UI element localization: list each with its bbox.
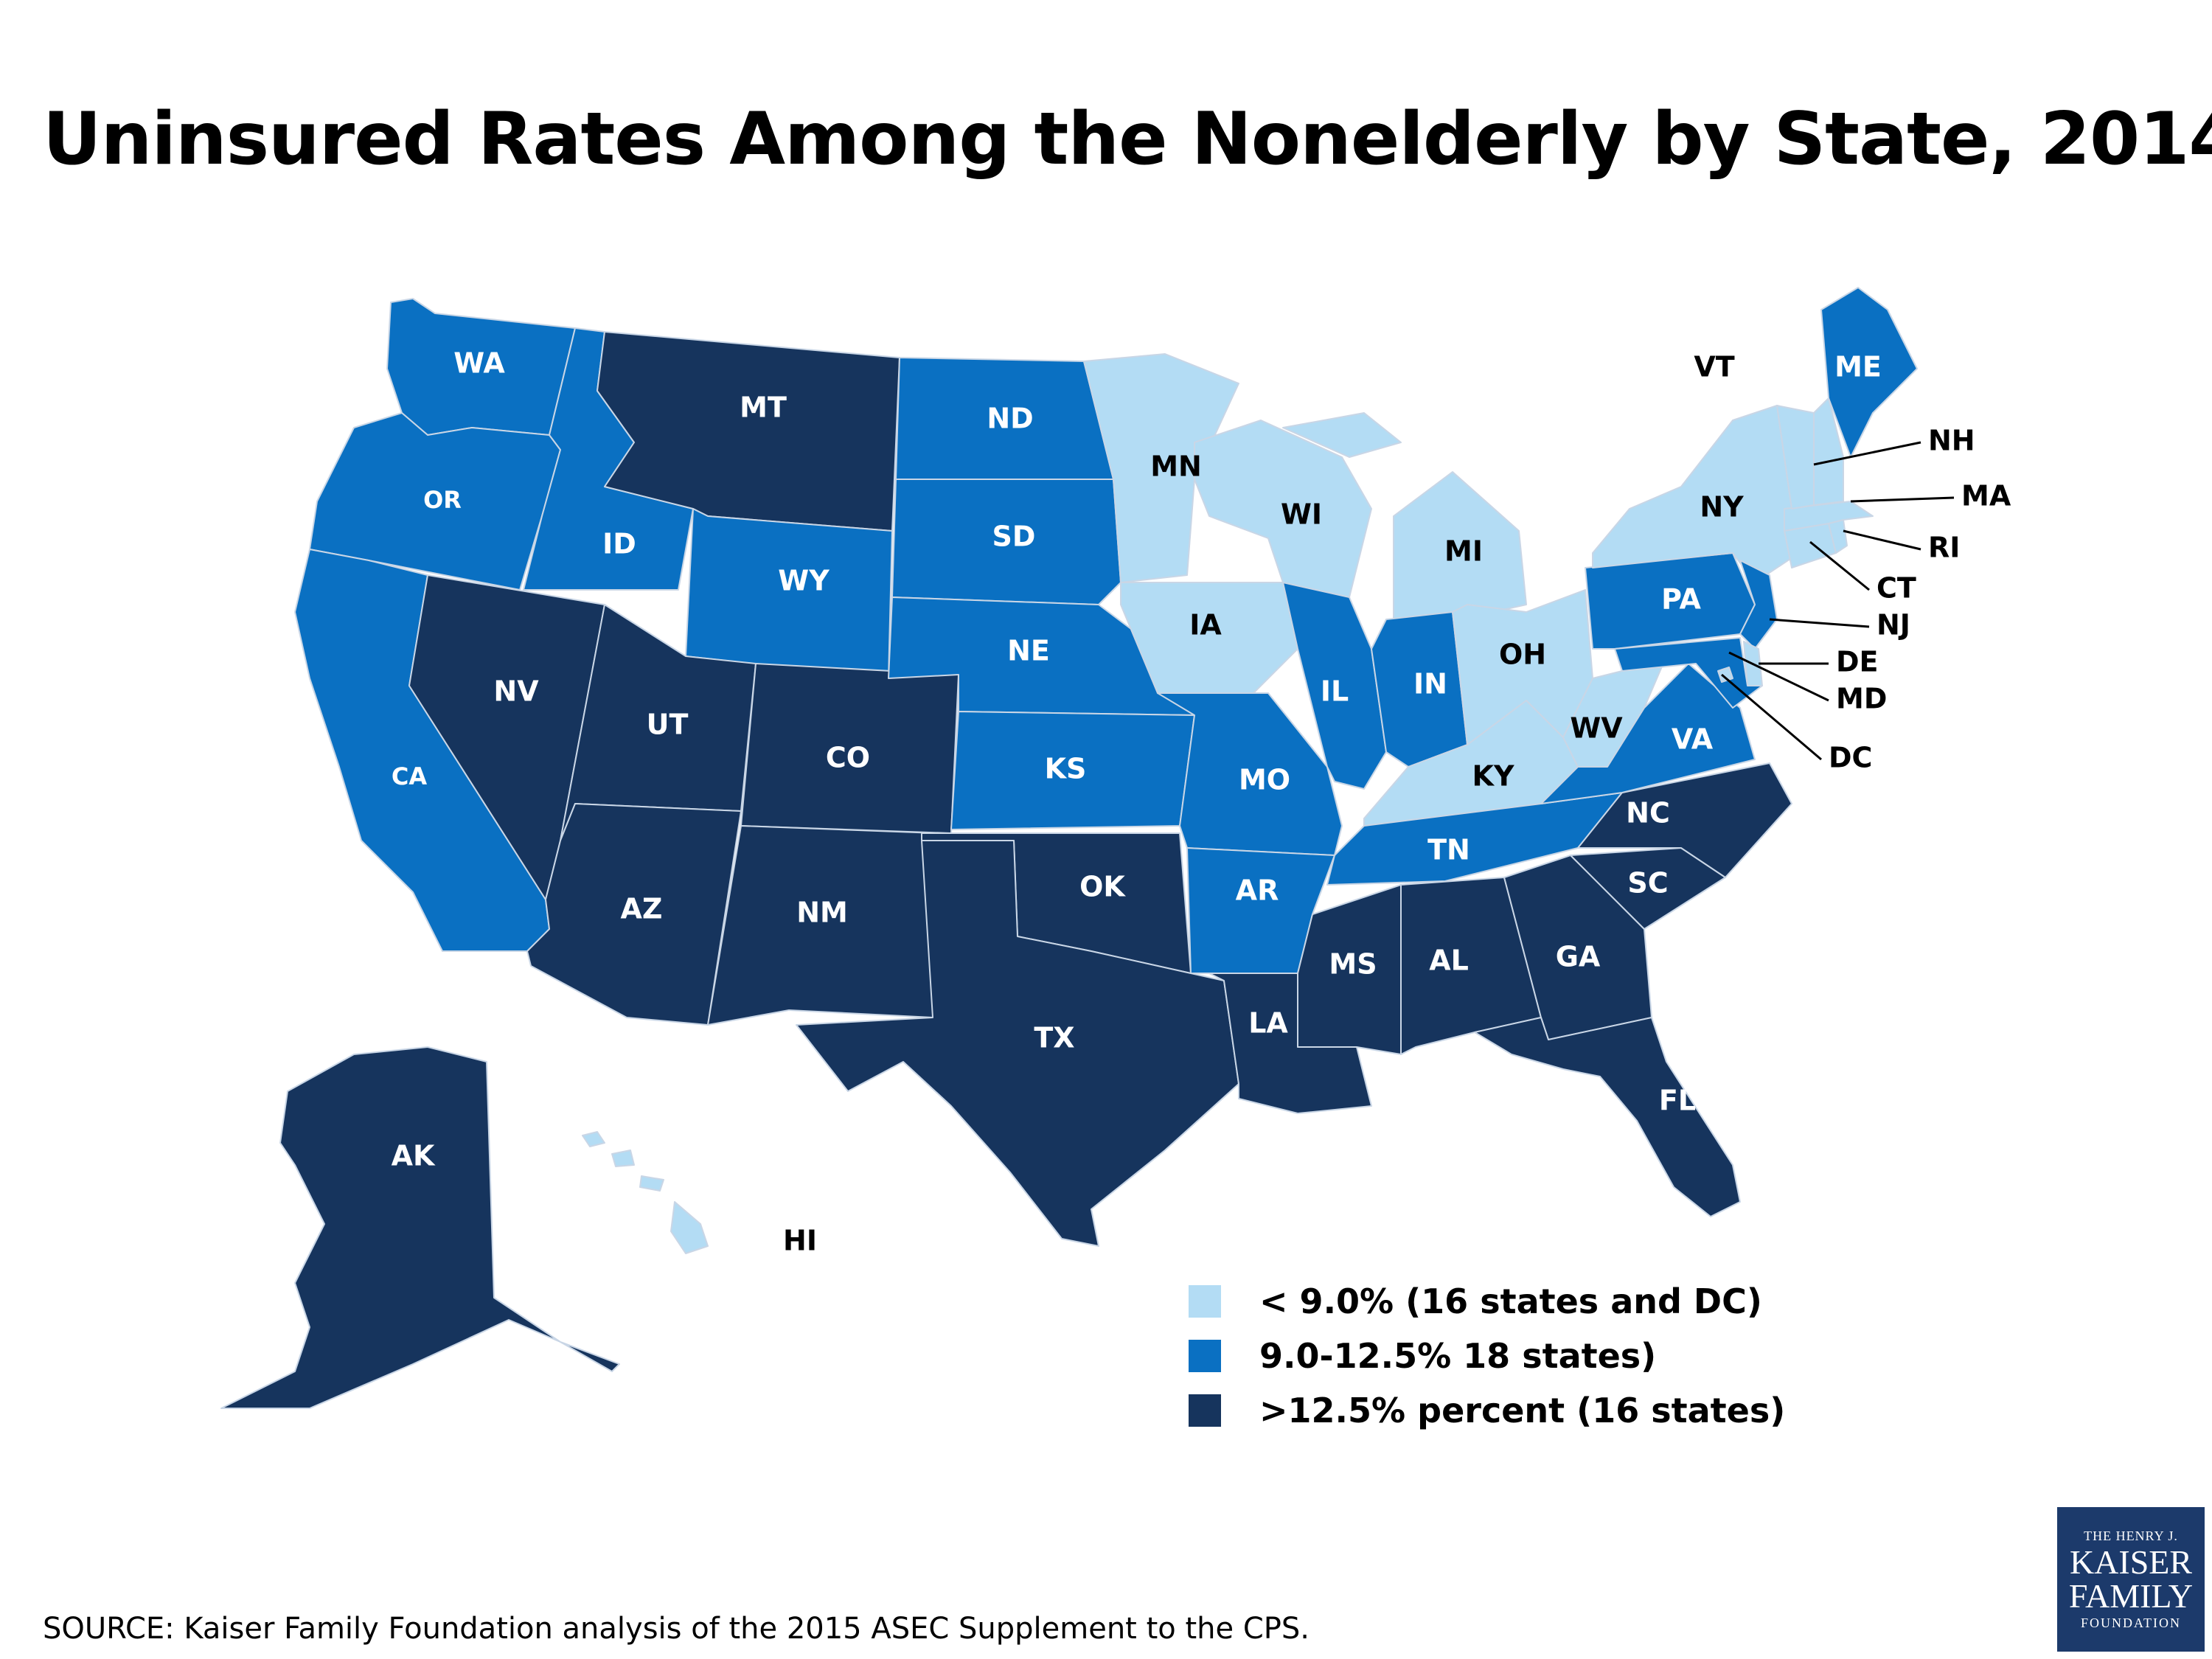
state-label-ok: OK bbox=[1079, 871, 1126, 903]
state-label-nm: NM bbox=[796, 897, 848, 929]
state-label-wa: WA bbox=[453, 347, 505, 380]
state-label-hi: HI bbox=[783, 1225, 817, 1257]
state-labels: WA OR CA ID NV MT WY UT AZ CO NM ND SD NE KS OK TX MN IA MO… bbox=[392, 347, 2011, 1257]
state-label-nv: NV bbox=[493, 675, 539, 708]
legend-item-high: >12.5% percent (16 states) bbox=[1189, 1383, 1785, 1438]
state-label-wi: WI bbox=[1281, 498, 1322, 531]
state-hi bbox=[582, 1131, 709, 1254]
state-nm bbox=[707, 825, 937, 1026]
state-dc bbox=[1717, 667, 1733, 683]
state-label-ks: KS bbox=[1045, 753, 1087, 785]
state-sd bbox=[891, 479, 1121, 605]
state-vt bbox=[1776, 405, 1815, 509]
state-label-ca: CA bbox=[392, 762, 427, 790]
state-label-la: LA bbox=[1248, 1007, 1288, 1040]
legend-swatch-high bbox=[1189, 1394, 1221, 1427]
leader-line-md bbox=[1728, 651, 1829, 702]
state-label-ar: AR bbox=[1236, 874, 1279, 907]
logo-line-1: THE HENRY J. bbox=[2084, 1528, 2178, 1543]
state-label-ct: CT bbox=[1877, 572, 1916, 605]
logo-line-4: FOUNDATION bbox=[2081, 1615, 2181, 1630]
legend-item-mid: 9.0-12.5% 18 states) bbox=[1189, 1329, 1785, 1383]
state-ny bbox=[1592, 405, 1800, 583]
state-label-nd: ND bbox=[987, 403, 1033, 435]
state-label-il: IL bbox=[1321, 675, 1349, 708]
callout-leader-lines bbox=[1721, 441, 1955, 761]
legend-label-mid: 9.0-12.5% 18 states) bbox=[1259, 1336, 1657, 1376]
legend-item-low: < 9.0% (16 states and DC) bbox=[1189, 1274, 1785, 1329]
state-label-fl: FL bbox=[1659, 1085, 1696, 1117]
state-label-oh: OH bbox=[1499, 639, 1546, 671]
state-mn bbox=[1083, 353, 1239, 583]
leader-line-nh bbox=[1813, 441, 1921, 466]
state-label-mt: MT bbox=[740, 392, 787, 424]
leader-line-ma bbox=[1850, 496, 1955, 503]
state-label-az: AZ bbox=[621, 893, 663, 925]
page-title: Uninsured Rates Among the Nonelderly by … bbox=[43, 97, 2212, 181]
state-label-de: DE bbox=[1836, 646, 1879, 678]
state-ak bbox=[220, 1046, 620, 1409]
state-label-nc: NC bbox=[1626, 797, 1670, 830]
state-shapes bbox=[220, 287, 1918, 1409]
state-label-wv: WV bbox=[1570, 712, 1623, 745]
kff-logo[interactable]: THE HENRY J. KAISER FAMILY FOUNDATION bbox=[2057, 1507, 2205, 1652]
state-label-ms: MS bbox=[1329, 948, 1377, 981]
state-label-ky: KY bbox=[1472, 760, 1514, 793]
state-label-pa: PA bbox=[1661, 583, 1701, 616]
state-label-ia: IA bbox=[1189, 609, 1222, 641]
state-label-nj: NJ bbox=[1877, 609, 1910, 641]
state-label-mo: MO bbox=[1239, 764, 1290, 796]
legend: < 9.0% (16 states and DC) 9.0-12.5% 18 s… bbox=[1189, 1274, 1785, 1438]
state-label-sd: SD bbox=[992, 521, 1036, 553]
leader-line-ct bbox=[1809, 540, 1870, 591]
state-label-ny: NY bbox=[1700, 491, 1744, 524]
state-label-ne: NE bbox=[1007, 635, 1050, 667]
state-label-co: CO bbox=[826, 742, 870, 774]
source-note: SOURCE: Kaiser Family Foundation analysi… bbox=[43, 1612, 1310, 1646]
state-label-sc: SC bbox=[1627, 867, 1668, 900]
state-label-dc: DC bbox=[1829, 742, 1872, 774]
state-label-ri: RI bbox=[1928, 532, 1960, 564]
state-label-ma: MA bbox=[1961, 480, 2011, 512]
state-or bbox=[309, 412, 561, 591]
state-label-vt: VT bbox=[1694, 351, 1734, 383]
state-me bbox=[1820, 287, 1918, 458]
state-label-tn: TN bbox=[1427, 834, 1470, 866]
state-label-me: ME bbox=[1834, 351, 1882, 383]
state-label-or: OR bbox=[423, 486, 462, 514]
leader-line-ri bbox=[1843, 529, 1921, 551]
legend-swatch-mid bbox=[1189, 1340, 1221, 1372]
state-label-mn: MN bbox=[1150, 451, 1202, 483]
state-az bbox=[526, 803, 742, 1026]
state-label-ak: AK bbox=[392, 1140, 436, 1172]
state-label-wy: WY bbox=[778, 565, 830, 597]
state-label-va: VA bbox=[1672, 723, 1714, 756]
state-tx bbox=[796, 840, 1239, 1247]
state-label-md: MD bbox=[1836, 683, 1887, 715]
leader-line-nj bbox=[1769, 618, 1870, 628]
state-label-in: IN bbox=[1413, 668, 1447, 700]
legend-swatch-low bbox=[1189, 1285, 1221, 1318]
legend-label-high: >12.5% percent (16 states) bbox=[1259, 1391, 1786, 1430]
state-label-ut: UT bbox=[647, 709, 689, 741]
logo-line-2: KAISER bbox=[2069, 1543, 2193, 1581]
legend-label-low: < 9.0% (16 states and DC) bbox=[1259, 1281, 1762, 1321]
state-label-al: AL bbox=[1429, 945, 1469, 977]
state-fl bbox=[1474, 1017, 1741, 1217]
leader-line-dc bbox=[1721, 673, 1822, 761]
state-label-ga: GA bbox=[1556, 941, 1601, 973]
state-label-tx: TX bbox=[1034, 1022, 1074, 1054]
logo-line-3: FAMILY bbox=[2068, 1577, 2194, 1615]
state-il bbox=[1282, 582, 1387, 790]
state-label-nh: NH bbox=[1928, 425, 1975, 457]
state-label-id: ID bbox=[602, 528, 636, 560]
state-label-mi: MI bbox=[1444, 535, 1483, 568]
